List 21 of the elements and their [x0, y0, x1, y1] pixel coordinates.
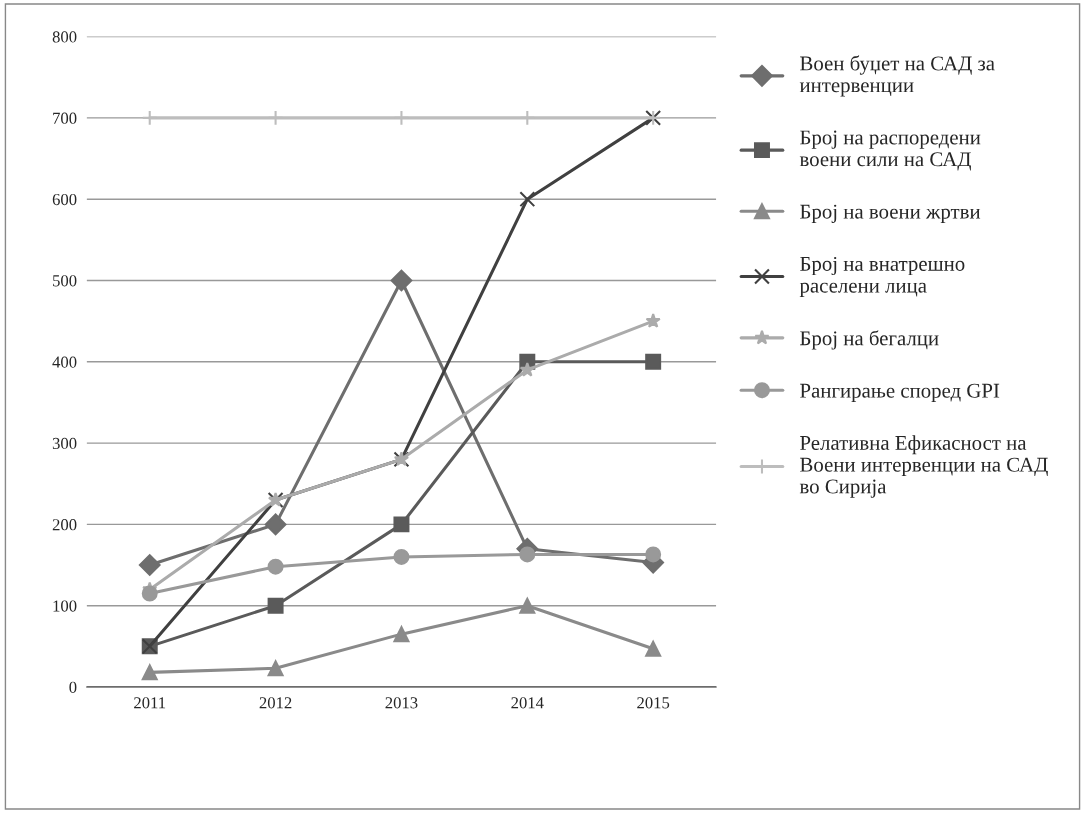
- legend-label: Број на воени жртви: [800, 204, 981, 223]
- y-tick-label: 600: [52, 193, 77, 206]
- legend-label: Релативна Ефикасност на Воени интервенции на САД во Сирија: [799, 435, 1048, 498]
- y-tick-label: 0: [69, 681, 77, 693]
- legend-label: Број на бегалци: [800, 330, 939, 350]
- y-tick-label: 500: [53, 275, 77, 287]
- x-tick-label: 2011: [134, 697, 166, 709]
- y-tick-label: 700: [53, 112, 77, 124]
- x-tick-label: 2014: [511, 697, 544, 709]
- y-tick-label: 100: [53, 600, 77, 612]
- y-tick-label: 800: [52, 31, 77, 43]
- y-tick-label: 300: [52, 437, 77, 450]
- legend-label: Број на распоредени воени сили на САД: [799, 130, 981, 171]
- x-tick-label: 2012: [259, 697, 292, 709]
- x-tick-label: 2015: [637, 697, 670, 709]
- x-tick-label: 2013: [385, 697, 418, 709]
- legend-label: Број на внатрешно раселени лица: [799, 256, 965, 297]
- legend-label: Воен буџет на САД за интервенции: [799, 55, 995, 97]
- y-tick-label: 200: [52, 519, 77, 531]
- y-tick-label: 400: [52, 356, 77, 368]
- legend-label: Рангирање според GPI: [800, 383, 1000, 402]
